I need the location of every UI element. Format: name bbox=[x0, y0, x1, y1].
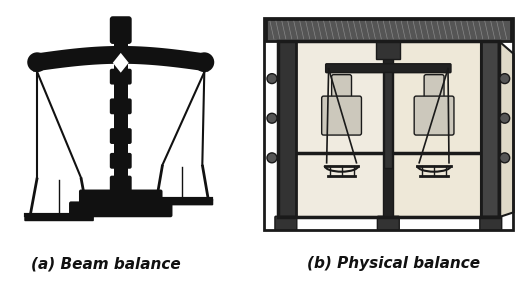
Circle shape bbox=[194, 52, 214, 72]
FancyBboxPatch shape bbox=[110, 153, 132, 169]
FancyBboxPatch shape bbox=[69, 201, 172, 217]
Circle shape bbox=[267, 153, 277, 163]
FancyBboxPatch shape bbox=[278, 41, 499, 217]
FancyBboxPatch shape bbox=[110, 16, 132, 44]
Circle shape bbox=[267, 113, 277, 123]
FancyBboxPatch shape bbox=[110, 128, 132, 144]
FancyBboxPatch shape bbox=[24, 214, 94, 221]
FancyBboxPatch shape bbox=[383, 41, 393, 217]
FancyBboxPatch shape bbox=[326, 64, 451, 73]
FancyBboxPatch shape bbox=[321, 96, 362, 135]
FancyBboxPatch shape bbox=[266, 19, 511, 41]
FancyBboxPatch shape bbox=[278, 41, 296, 217]
Text: (b) Physical balance: (b) Physical balance bbox=[307, 256, 480, 271]
FancyBboxPatch shape bbox=[110, 176, 132, 192]
Circle shape bbox=[500, 153, 510, 163]
FancyBboxPatch shape bbox=[384, 72, 392, 168]
Circle shape bbox=[500, 113, 510, 123]
FancyBboxPatch shape bbox=[376, 41, 400, 59]
FancyBboxPatch shape bbox=[275, 216, 297, 230]
FancyBboxPatch shape bbox=[424, 75, 444, 104]
FancyBboxPatch shape bbox=[79, 190, 163, 207]
FancyBboxPatch shape bbox=[414, 96, 454, 135]
Circle shape bbox=[267, 74, 277, 83]
Text: (a) Beam balance: (a) Beam balance bbox=[31, 256, 181, 271]
Polygon shape bbox=[499, 41, 514, 217]
FancyBboxPatch shape bbox=[388, 41, 481, 217]
FancyBboxPatch shape bbox=[296, 41, 388, 217]
FancyBboxPatch shape bbox=[110, 69, 132, 85]
FancyBboxPatch shape bbox=[480, 216, 502, 230]
FancyBboxPatch shape bbox=[332, 75, 352, 104]
Circle shape bbox=[27, 52, 47, 72]
Polygon shape bbox=[113, 53, 129, 73]
Bar bbox=[114, 39, 128, 188]
FancyBboxPatch shape bbox=[152, 198, 213, 205]
FancyBboxPatch shape bbox=[481, 41, 499, 217]
FancyBboxPatch shape bbox=[110, 98, 132, 114]
FancyBboxPatch shape bbox=[377, 216, 399, 230]
Polygon shape bbox=[33, 46, 208, 72]
Circle shape bbox=[500, 74, 510, 83]
